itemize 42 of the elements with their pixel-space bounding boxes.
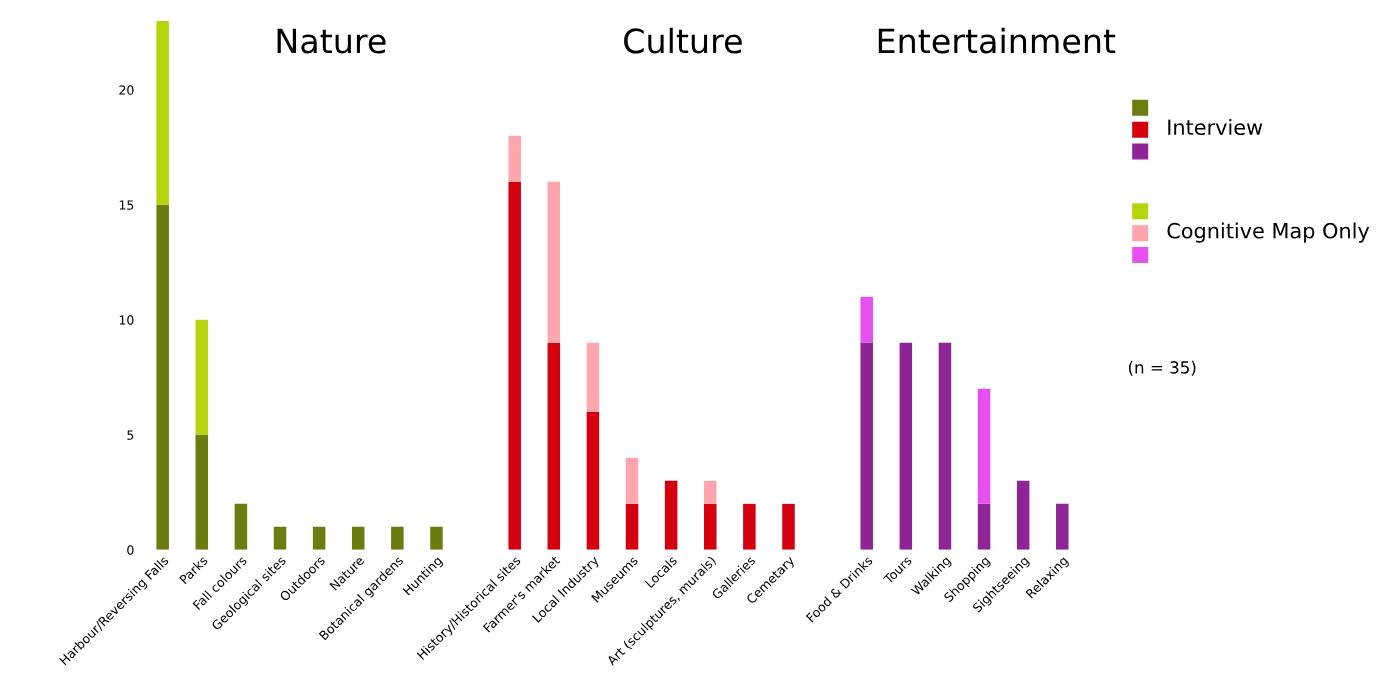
bar: [391, 526, 404, 550]
bar: [547, 342, 561, 550]
y-tick-label: 20: [119, 85, 134, 95]
bar: [156, 20, 169, 205]
bar: [547, 181, 561, 343]
annotation: Culture: [624, 27, 742, 54]
bar: [782, 503, 795, 550]
bar: [977, 388, 991, 504]
bar: [234, 503, 248, 550]
annotation: Nature: [277, 28, 386, 54]
bar: [586, 342, 600, 412]
bar: [860, 296, 873, 343]
bar: [273, 526, 287, 550]
bar: [312, 526, 326, 550]
bar: [743, 503, 756, 550]
text: (n = 35): [1128, 360, 1196, 376]
bar: [664, 480, 678, 550]
bar: [430, 526, 443, 550]
bar: [625, 503, 639, 550]
bar: [508, 135, 521, 182]
legend-label: Cognitive Map Only: [1167, 222, 1370, 243]
bar: [704, 503, 717, 550]
y-tick-label: 10: [119, 315, 134, 325]
bar: [625, 457, 639, 504]
bar: [704, 480, 717, 504]
bar: [1016, 480, 1030, 550]
bar: [977, 503, 991, 550]
bar: [508, 181, 521, 550]
bar: [938, 342, 952, 550]
bar: [195, 434, 209, 550]
annotation: Entertainment: [878, 27, 1116, 54]
bar: [1056, 503, 1069, 550]
legend-label: Interview: [1168, 118, 1263, 136]
bar: [586, 411, 600, 550]
bar: [156, 204, 169, 550]
y-tick-label: 15: [119, 200, 134, 210]
bar: [195, 319, 209, 435]
y-tick-label: 0: [127, 545, 134, 555]
bar: [899, 342, 913, 550]
bar: [860, 342, 873, 550]
y-tick-label: 5: [127, 430, 134, 440]
bar: [351, 526, 365, 550]
